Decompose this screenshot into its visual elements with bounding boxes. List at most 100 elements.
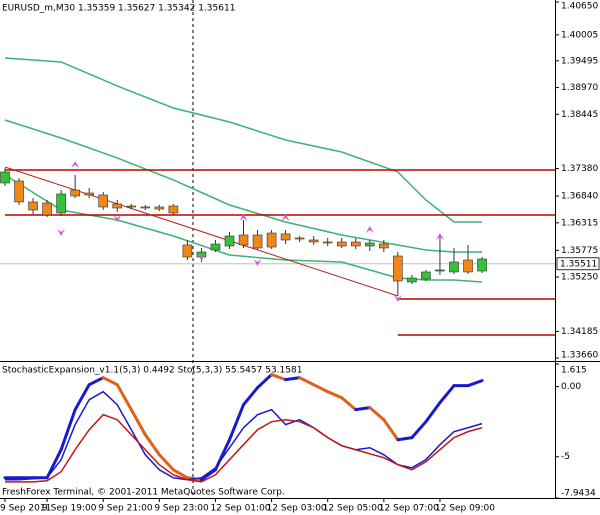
indicator-segment — [199, 468, 217, 482]
indicator-segment — [312, 383, 330, 394]
indicator-segment — [354, 406, 372, 412]
x-tick-label: 12 Sep 09:00 — [435, 504, 495, 514]
fractal-up — [239, 213, 248, 221]
indicator-segment — [298, 376, 316, 387]
candle-body — [407, 277, 417, 283]
indicator-segment — [115, 383, 133, 412]
candle-body — [196, 251, 207, 258]
candle-body — [84, 192, 94, 196]
y-tick-label: 1.37380 — [561, 164, 598, 174]
candle-body — [322, 241, 333, 244]
x-tick-label: 12 Sep 05:00 — [323, 504, 383, 514]
fractal-down — [197, 253, 206, 261]
indicator-segment — [326, 390, 344, 400]
indicator-segment — [45, 448, 63, 480]
x-tick-label: 9 Sep 21:00 — [98, 504, 153, 514]
envelope-line — [4, 119, 483, 253]
y-tick-label: 1.36840 — [561, 192, 598, 202]
x-tick-label: 12 Sep 03:00 — [267, 504, 327, 514]
envelope-line — [4, 174, 483, 283]
candle-body — [252, 234, 263, 249]
indicator-segment — [466, 379, 484, 388]
candle-body — [224, 235, 235, 247]
candle-body — [477, 258, 487, 272]
y-tick-label: -5 — [561, 452, 570, 462]
candle-body — [168, 205, 179, 214]
y-tick-label: 1.40650 — [561, 2, 598, 12]
candle-body — [0, 171, 10, 184]
indicator-segment — [438, 384, 456, 405]
fractal-up — [281, 213, 290, 221]
indicator-segment — [171, 468, 189, 480]
indicator-segment — [396, 436, 414, 442]
candle-body — [435, 269, 445, 272]
y-tick-label: 0.00 — [561, 382, 581, 392]
y-tick-label: -7.9434 — [561, 489, 596, 499]
indicator-segment — [59, 408, 77, 452]
indicator-segment — [382, 418, 400, 442]
y-tick-label: 1.35250 — [561, 273, 598, 283]
candle-body — [98, 194, 109, 208]
y-tick-label: 1.615 — [561, 366, 587, 376]
indicator-segment — [73, 383, 91, 412]
fractal-up — [71, 160, 80, 168]
envelope-line — [4, 57, 483, 223]
candle-body — [421, 271, 431, 280]
indicator-segment — [242, 386, 260, 407]
bid-label-box — [556, 257, 600, 271]
indicator-segment — [284, 376, 302, 382]
candle-body — [210, 243, 221, 251]
candle-body — [238, 234, 249, 246]
fractal-up — [435, 232, 444, 240]
candle-body — [154, 206, 165, 210]
indicator-segment — [340, 396, 358, 412]
fractal-down — [57, 228, 66, 236]
candle-body — [112, 203, 123, 209]
trend-line — [4, 166, 399, 297]
candle-body — [336, 241, 347, 247]
candle-body — [182, 244, 193, 258]
candle-body — [350, 241, 361, 247]
x-tick-label: 12 Sep 01:00 — [210, 504, 270, 514]
indicator-segment — [270, 373, 288, 382]
indicator-segment — [101, 376, 119, 387]
candle-body — [308, 239, 319, 243]
candle-body — [42, 202, 52, 216]
footer: FreshForex Terminal, © 2001-2011 MetaQuo… — [2, 488, 285, 498]
fractal-down — [113, 214, 122, 222]
candle-body — [463, 259, 473, 273]
indicator-segment — [424, 401, 442, 424]
x-tick-label: 9 Sep 23:00 — [154, 504, 209, 514]
y-tick-label: 1.33660 — [561, 351, 598, 361]
indicator-segment — [410, 420, 428, 440]
candle-body — [126, 205, 137, 208]
y-tick-label: 1.40005 — [561, 30, 598, 40]
indicator-segment — [129, 408, 147, 437]
fractal-up — [365, 225, 374, 233]
candle-body — [140, 206, 151, 209]
candle-body — [56, 193, 66, 214]
fractal-down — [253, 258, 262, 266]
indicator-segment — [227, 403, 246, 442]
candle-body — [379, 243, 389, 249]
candle-body — [266, 232, 277, 248]
indicator-title: StochasticExpansion_v1.1(5,3) 0.4492 Sto… — [2, 366, 302, 376]
x-tick-label: 9 Sep 2011 — [0, 504, 51, 514]
candle-body — [364, 242, 375, 247]
candle-body — [14, 180, 24, 203]
stochastic-line — [4, 413, 483, 483]
candle-body — [393, 255, 403, 282]
indicator-segment — [87, 376, 105, 387]
indicator-segment — [157, 453, 175, 472]
fractal-down — [393, 295, 402, 303]
indicator-segment — [368, 406, 386, 422]
y-tick-label: 1.34185 — [561, 327, 598, 337]
y-tick-label: 1.36315 — [561, 218, 598, 228]
y-tick-label: 1.39495 — [561, 56, 598, 66]
candle-body — [280, 233, 291, 241]
indicator-segment — [256, 373, 274, 390]
y-tick-label: 1.38445 — [561, 110, 598, 120]
